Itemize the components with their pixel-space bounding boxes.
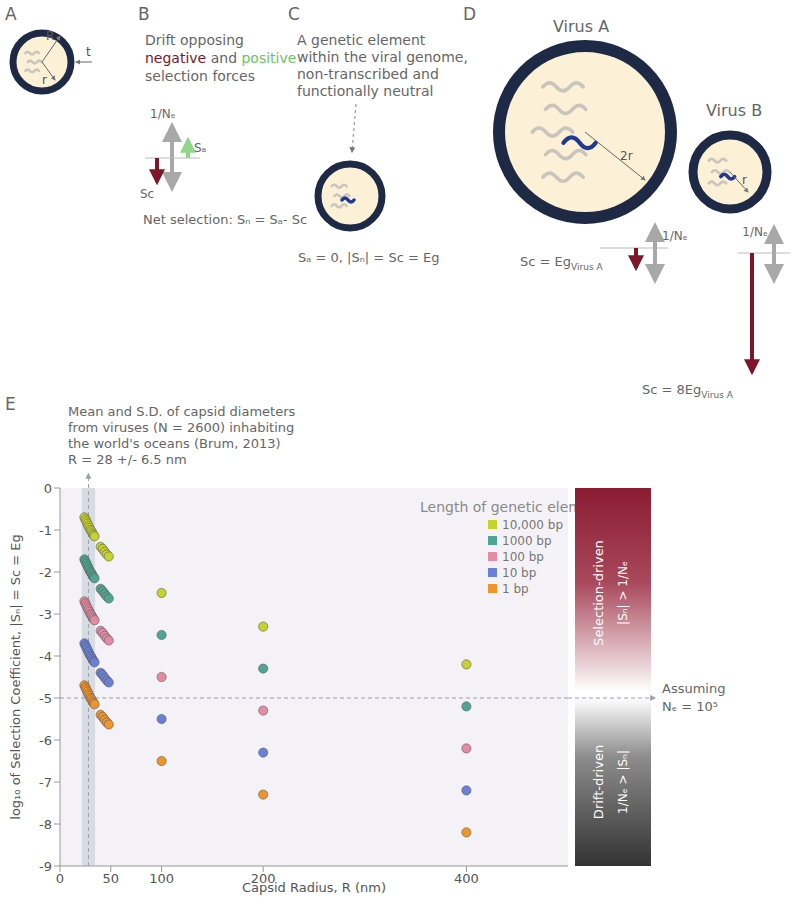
svg-text:0: 0 — [44, 481, 52, 496]
svg-text:E: E — [5, 394, 16, 414]
svg-text:functionally neutral: functionally neutral — [297, 83, 433, 99]
svg-text:Nₑ = 10⁵: Nₑ = 10⁵ — [662, 699, 718, 714]
svg-text:Mean and S.D. of capsid diamet: Mean and S.D. of capsid diameters — [68, 404, 296, 419]
svg-text:Assuming: Assuming — [662, 681, 725, 696]
svg-text:Sₐ = 0, |Sₙ| = Sc = Eg: Sₐ = 0, |Sₙ| = Sc = Eg — [298, 250, 439, 265]
svg-text:r: r — [42, 73, 47, 87]
svg-text:Length of genetic elements: Length of genetic elements — [420, 499, 612, 515]
svg-text:-3: -3 — [39, 607, 52, 622]
svg-text:Net selection: Sₙ = Sₐ- Sc: Net selection: Sₙ = Sₐ- Sc — [143, 212, 307, 227]
svg-text:Sc: Sc — [140, 187, 154, 201]
svg-text:400: 400 — [454, 871, 479, 886]
svg-text:the world's oceans (Brum, 2013: the world's oceans (Brum, 2013) — [68, 436, 281, 451]
svg-text:B: B — [138, 4, 150, 24]
svg-text:-2: -2 — [39, 565, 52, 580]
svg-text:1/Nₑ: 1/Nₑ — [742, 225, 768, 239]
svg-text:Drift-driven: Drift-driven — [591, 745, 606, 819]
svg-text:Capsid Radius, R (nm): Capsid Radius, R (nm) — [242, 880, 386, 895]
svg-text:A: A — [5, 4, 17, 24]
svg-text:100 bp: 100 bp — [502, 550, 544, 564]
svg-text:selection forces: selection forces — [145, 68, 255, 84]
svg-text:10,000 bp: 10,000 bp — [502, 518, 563, 532]
svg-text:D: D — [463, 4, 476, 24]
svg-text:Virus A: Virus A — [553, 17, 609, 36]
svg-text:A genetic element: A genetic element — [297, 32, 426, 48]
svg-text:Drift opposing: Drift opposing — [145, 32, 244, 48]
svg-text:0: 0 — [56, 871, 64, 886]
svg-text:-1: -1 — [39, 523, 52, 538]
svg-text:Sₐ: Sₐ — [194, 141, 206, 155]
svg-text:Virus B: Virus B — [706, 101, 762, 120]
svg-text:200: 200 — [251, 871, 276, 886]
svg-text:1/Nₑ: 1/Nₑ — [662, 229, 688, 243]
svg-text:Selection-driven: Selection-driven — [591, 540, 606, 646]
svg-text:t: t — [86, 45, 91, 59]
svg-text:R: R — [46, 29, 54, 43]
svg-text:1000 bp: 1000 bp — [502, 534, 552, 548]
svg-text:Sc = EgVirus A: Sc = EgVirus A — [520, 254, 603, 272]
svg-text:from viruses (N = 2600) inhabi: from viruses (N = 2600) inhabiting — [68, 420, 294, 435]
svg-text:r: r — [742, 173, 747, 187]
svg-text:R = 28 +/- 6.5 nm: R = 28 +/- 6.5 nm — [68, 452, 187, 467]
svg-text:-7: -7 — [39, 775, 52, 790]
svg-text:-9: -9 — [39, 859, 52, 874]
svg-text:log₁₀ of Selection Coefficient: log₁₀ of Selection Coefficient, |Sₙ| = S… — [8, 534, 23, 819]
svg-text:negative and positive: negative and positive — [145, 50, 296, 66]
svg-text:C: C — [288, 4, 300, 24]
svg-text:|Sₙ| > 1/Nₑ: |Sₙ| > 1/Nₑ — [616, 561, 630, 625]
svg-text:2r: 2r — [620, 149, 633, 163]
svg-text:10 bp: 10 bp — [502, 566, 536, 580]
svg-text:1/Nₑ > |Sₙ|: 1/Nₑ > |Sₙ| — [616, 750, 630, 814]
svg-text:1 bp: 1 bp — [502, 582, 529, 596]
svg-text:within the viral genome,: within the viral genome, — [297, 49, 468, 65]
svg-text:100: 100 — [149, 871, 174, 886]
svg-text:50: 50 — [103, 871, 120, 886]
svg-text:-4: -4 — [39, 649, 52, 664]
svg-text:Sc = 8EgVirus A: Sc = 8EgVirus A — [642, 382, 734, 400]
svg-text:-6: -6 — [39, 733, 52, 748]
svg-text:1/Nₑ: 1/Nₑ — [150, 107, 176, 121]
svg-text:non-transcribed and: non-transcribed and — [297, 66, 439, 82]
svg-text:-5: -5 — [39, 691, 52, 706]
svg-text:-8: -8 — [39, 817, 52, 832]
